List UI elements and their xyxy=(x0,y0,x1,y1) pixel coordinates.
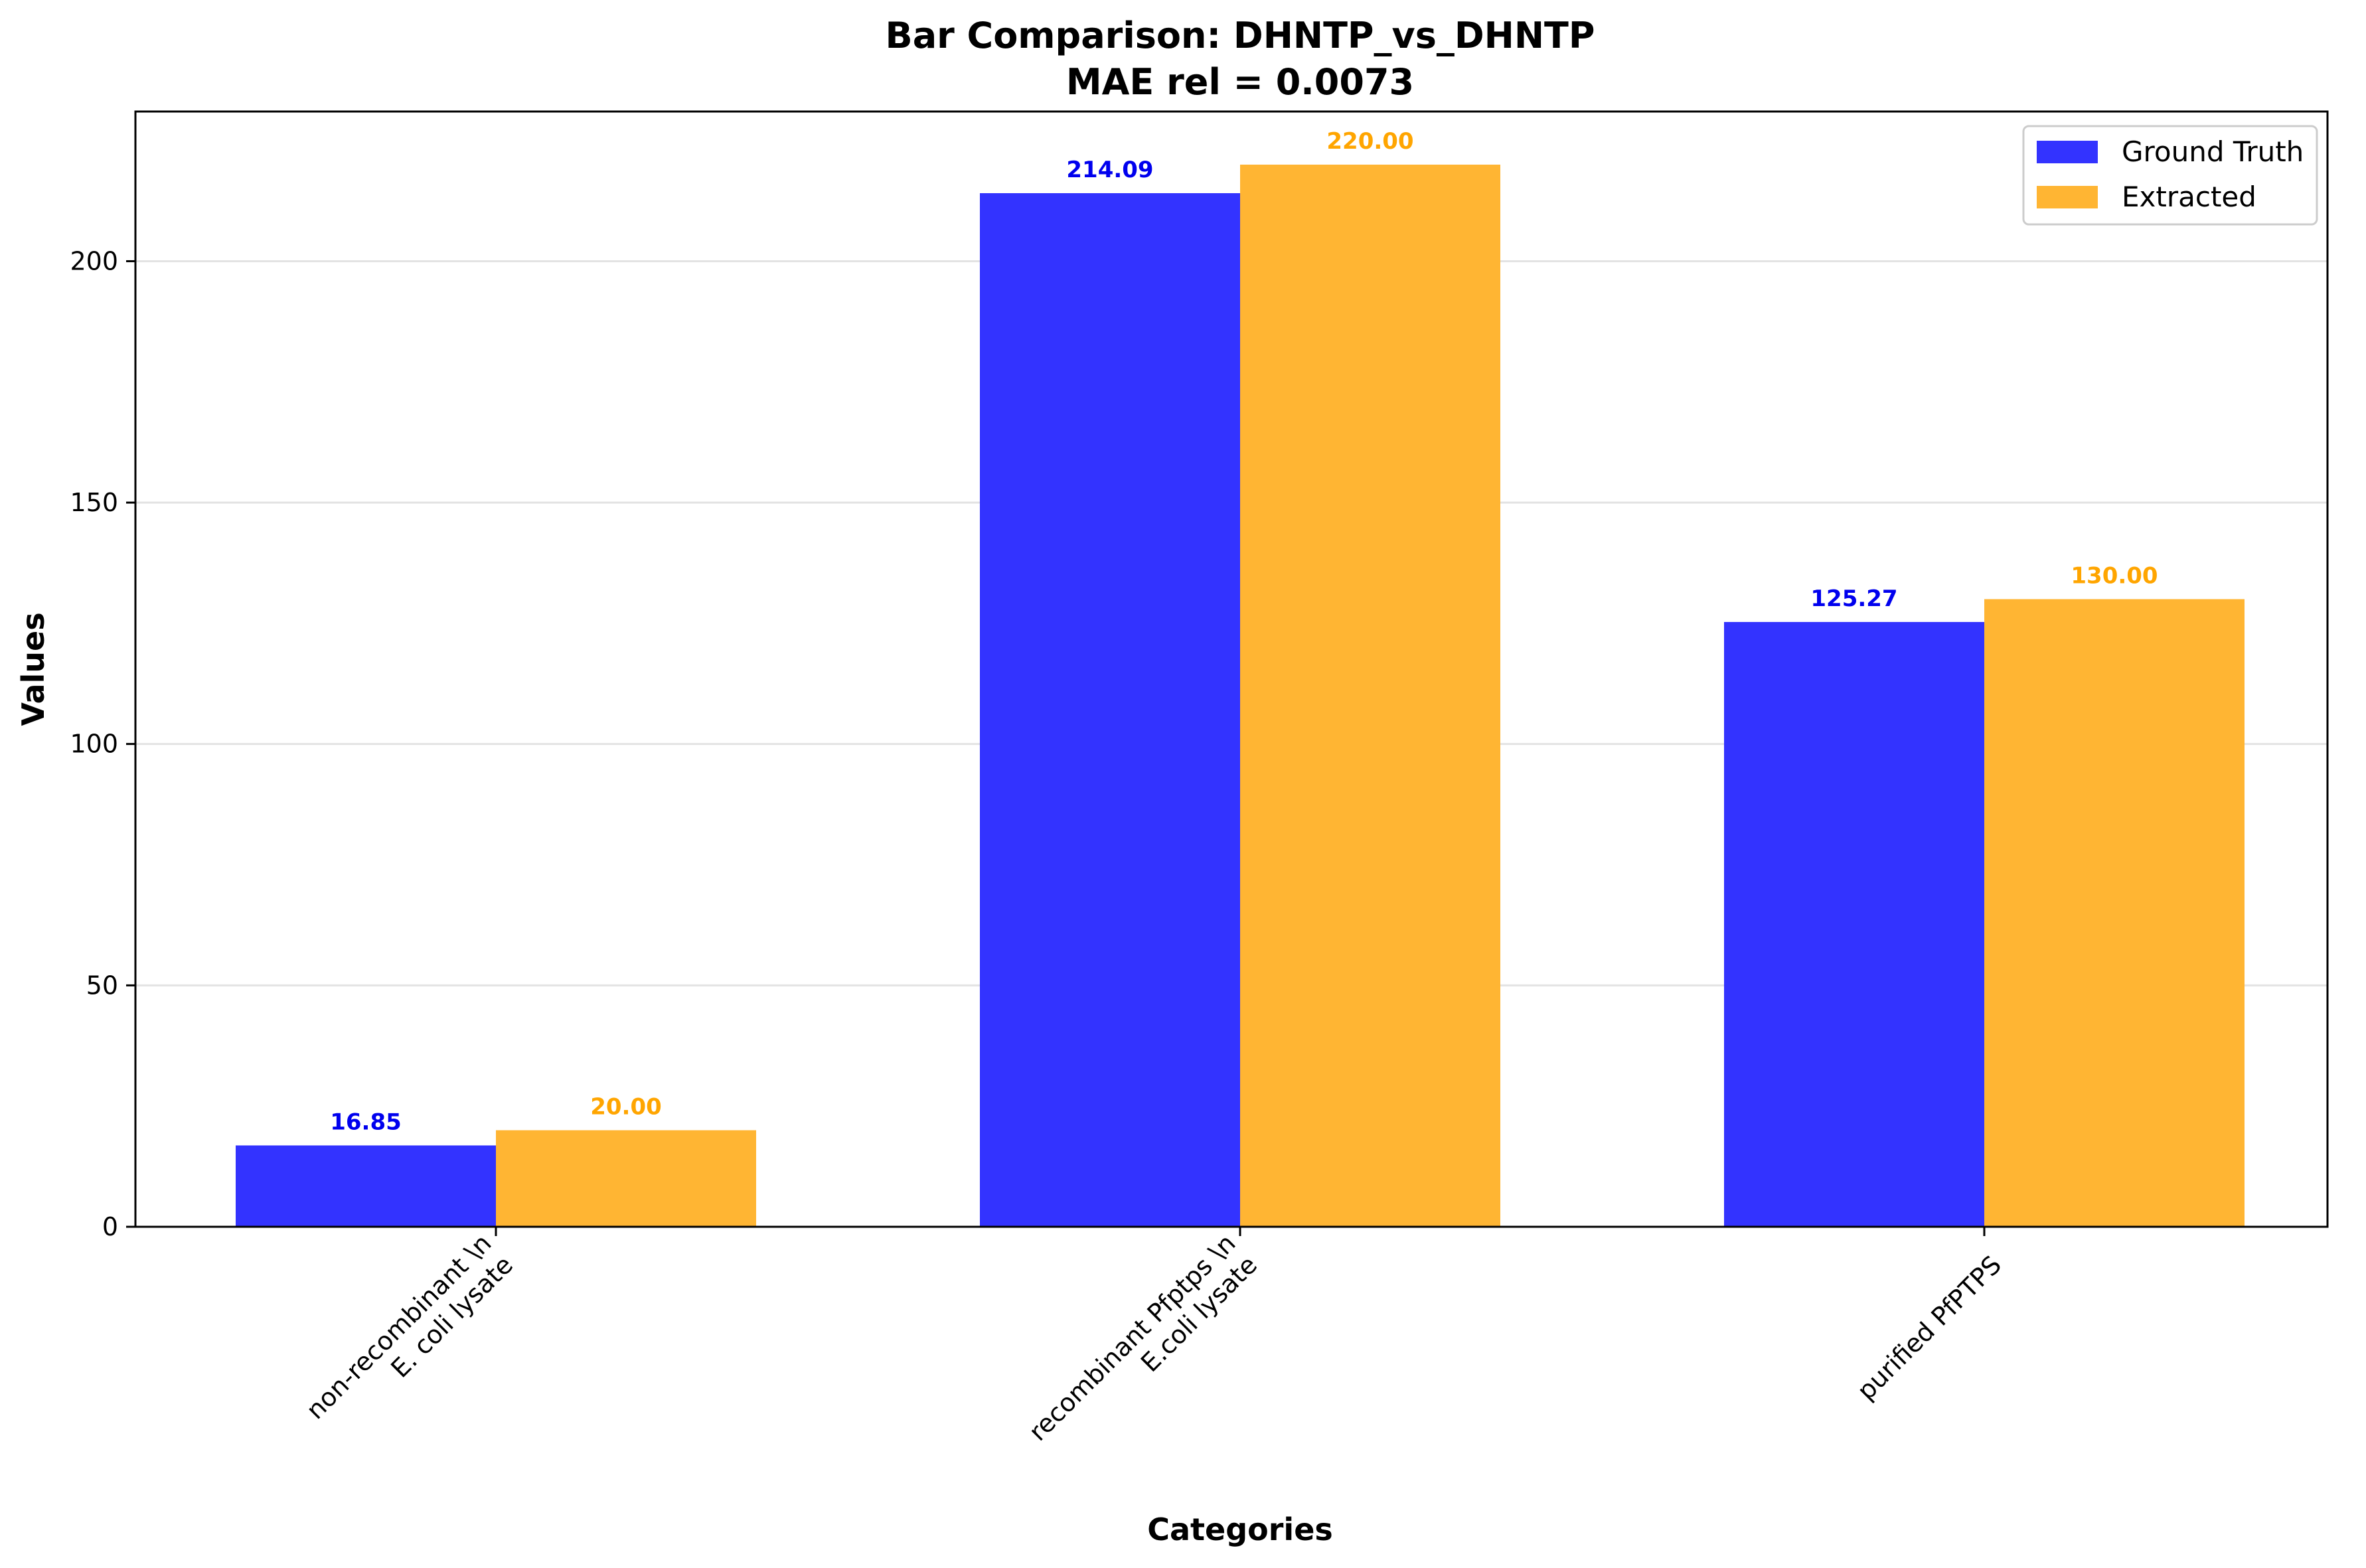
x-tick-label: purified PfPTPS xyxy=(1852,1250,2007,1405)
x-axis-label: Categories xyxy=(1147,1512,1333,1547)
x-tick-label-line: recombinant Pfptps \n xyxy=(1023,1229,1241,1447)
bar-ground-truth xyxy=(980,193,1240,1227)
y-tick-label: 200 xyxy=(70,246,118,275)
x-tick-label: non-recombinant \nE. coli lysate xyxy=(301,1229,518,1447)
data-label: 130.00 xyxy=(2071,563,2158,589)
bar-ground-truth xyxy=(1724,621,1984,1227)
legend-label-ground-truth: Ground Truth xyxy=(2122,135,2304,168)
x-tick-label-line: non-recombinant \n xyxy=(301,1229,497,1425)
y-axis-ticks: 0 50 100 150 200 xyxy=(70,246,135,1241)
x-tick-label-line: purified PfPTPS xyxy=(1852,1250,2007,1405)
bars xyxy=(236,165,2245,1227)
bar-extracted xyxy=(1984,599,2245,1227)
y-tick-label: 100 xyxy=(70,730,118,759)
y-axis-label: Values xyxy=(15,612,51,726)
data-label: 20.00 xyxy=(590,1094,662,1121)
legend-swatch-extracted xyxy=(2037,186,2098,208)
data-labels: 16.85 214.09 125.27 20.00 220.00 130.00 xyxy=(330,128,2158,1135)
x-axis-ticks: non-recombinant \nE. coli lysate recombin… xyxy=(301,1227,2007,1468)
data-label: 220.00 xyxy=(1326,128,1413,155)
legend-swatch-ground-truth xyxy=(2037,141,2098,163)
data-label: 214.09 xyxy=(1066,157,1153,183)
legend: Ground Truth Extracted xyxy=(2022,125,2318,226)
data-label: 16.85 xyxy=(330,1109,402,1135)
chart-subtitle: MAE rel = 0.0073 xyxy=(1066,61,1414,103)
bar-ground-truth xyxy=(236,1145,496,1227)
y-tick-label: 0 xyxy=(102,1212,118,1241)
chart-title: Bar Comparison: DHNTP_vs_DHNTP xyxy=(886,15,1595,56)
y-tick-label: 50 xyxy=(86,971,118,1000)
data-label: 125.27 xyxy=(1810,586,1897,612)
legend-label-extracted: Extracted xyxy=(2122,181,2256,213)
bar-extracted xyxy=(496,1130,756,1227)
x-tick-label: recombinant Pfptps \nE.coli lysate xyxy=(1023,1229,1263,1468)
bar-extracted xyxy=(1240,165,1500,1227)
plot-frame xyxy=(134,110,2329,1228)
y-tick-label: 150 xyxy=(70,488,118,517)
